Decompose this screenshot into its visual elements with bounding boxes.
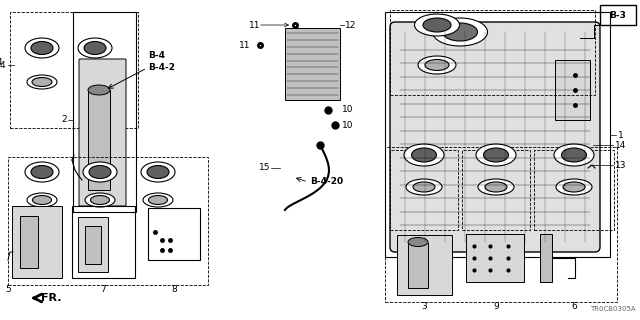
Ellipse shape xyxy=(413,182,435,192)
Bar xyxy=(10,12,138,128)
Bar xyxy=(85,226,101,264)
Ellipse shape xyxy=(418,56,456,74)
Text: 7: 7 xyxy=(100,285,106,294)
Text: 1: 1 xyxy=(618,131,624,140)
Text: 3: 3 xyxy=(421,302,427,311)
Bar xyxy=(385,147,617,302)
Bar xyxy=(600,5,636,25)
Ellipse shape xyxy=(412,148,436,162)
Ellipse shape xyxy=(563,182,585,192)
Ellipse shape xyxy=(25,38,59,58)
Bar xyxy=(88,90,110,190)
Bar xyxy=(8,157,208,285)
Bar xyxy=(148,208,200,260)
Ellipse shape xyxy=(408,237,428,246)
Bar xyxy=(73,12,136,212)
Text: 4: 4 xyxy=(0,58,2,67)
Ellipse shape xyxy=(89,165,111,179)
Ellipse shape xyxy=(148,196,168,204)
Text: B-3: B-3 xyxy=(609,11,627,20)
Bar xyxy=(72,206,135,278)
Bar xyxy=(408,243,428,288)
Text: TR0CB0305A: TR0CB0305A xyxy=(590,306,636,312)
Ellipse shape xyxy=(147,165,169,179)
Text: B-4-20: B-4-20 xyxy=(310,178,343,187)
Ellipse shape xyxy=(83,162,117,182)
Ellipse shape xyxy=(141,162,175,182)
Text: 4: 4 xyxy=(0,60,5,69)
Text: 10: 10 xyxy=(342,121,353,130)
Ellipse shape xyxy=(27,75,57,89)
Bar xyxy=(12,206,62,278)
Ellipse shape xyxy=(556,179,592,195)
Ellipse shape xyxy=(561,148,586,162)
Bar xyxy=(397,235,452,295)
Ellipse shape xyxy=(554,144,594,166)
Text: 6: 6 xyxy=(571,302,577,311)
Bar xyxy=(78,217,108,272)
Ellipse shape xyxy=(433,18,488,46)
Ellipse shape xyxy=(415,14,460,36)
Text: 2: 2 xyxy=(61,116,67,124)
Ellipse shape xyxy=(143,193,173,207)
Bar xyxy=(385,12,610,257)
Ellipse shape xyxy=(80,75,110,89)
Bar xyxy=(540,234,552,282)
Text: 5: 5 xyxy=(5,285,11,294)
Bar xyxy=(466,234,524,282)
Text: B-4: B-4 xyxy=(148,51,165,60)
Ellipse shape xyxy=(476,144,516,166)
Ellipse shape xyxy=(84,42,106,54)
Text: 13: 13 xyxy=(615,161,627,170)
Ellipse shape xyxy=(85,77,105,86)
Ellipse shape xyxy=(31,165,53,179)
Ellipse shape xyxy=(425,60,449,70)
Bar xyxy=(555,60,590,120)
Ellipse shape xyxy=(90,196,109,204)
Ellipse shape xyxy=(85,193,115,207)
Bar xyxy=(390,150,458,230)
Ellipse shape xyxy=(478,179,514,195)
FancyBboxPatch shape xyxy=(390,22,600,252)
Ellipse shape xyxy=(406,179,442,195)
Text: 14: 14 xyxy=(615,140,627,149)
Text: 11: 11 xyxy=(248,20,260,29)
Ellipse shape xyxy=(404,144,444,166)
Ellipse shape xyxy=(33,196,51,204)
FancyBboxPatch shape xyxy=(79,59,126,206)
Text: FR.: FR. xyxy=(34,293,62,303)
Ellipse shape xyxy=(27,193,57,207)
Ellipse shape xyxy=(25,162,59,182)
Ellipse shape xyxy=(423,18,451,32)
Text: 12: 12 xyxy=(345,20,356,29)
Bar xyxy=(390,10,595,95)
Text: 8: 8 xyxy=(171,285,177,294)
Ellipse shape xyxy=(31,42,53,54)
Text: 11: 11 xyxy=(239,41,250,50)
Bar xyxy=(462,150,530,230)
Ellipse shape xyxy=(88,85,110,95)
Bar xyxy=(285,28,340,100)
Ellipse shape xyxy=(78,38,112,58)
Text: 10: 10 xyxy=(342,106,353,115)
Ellipse shape xyxy=(483,148,509,162)
Bar xyxy=(20,216,38,268)
Text: B-4-2: B-4-2 xyxy=(148,63,175,73)
Ellipse shape xyxy=(485,182,507,192)
Bar xyxy=(534,150,614,230)
Text: 15: 15 xyxy=(259,164,270,172)
Ellipse shape xyxy=(442,23,477,41)
Ellipse shape xyxy=(32,77,52,86)
Text: 9: 9 xyxy=(493,302,499,311)
